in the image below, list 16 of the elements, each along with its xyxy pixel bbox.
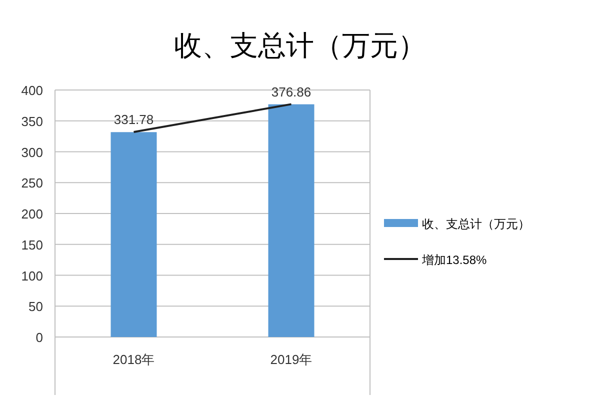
y-tick-label: 400 bbox=[21, 83, 43, 98]
x-tick-label: 2018年 bbox=[112, 352, 155, 367]
y-tick-label: 200 bbox=[21, 206, 43, 222]
y-tick-label: 350 bbox=[21, 114, 43, 129]
y-tick-label: 100 bbox=[21, 268, 43, 284]
legend-label: 收、支总计（万元） bbox=[422, 217, 530, 231]
chart-title: 收、支总计（万元） bbox=[174, 30, 426, 61]
y-tick-label: 0 bbox=[36, 330, 43, 345]
y-tick-label: 250 bbox=[21, 176, 43, 191]
x-tick-label: 2019年 bbox=[270, 352, 312, 367]
data-label: 376.86 bbox=[271, 84, 312, 100]
y-tick-label: 50 bbox=[28, 299, 43, 314]
y-tick-label: 300 bbox=[21, 144, 43, 160]
data-label: 331.78 bbox=[114, 112, 154, 128]
y-tick-label: 150 bbox=[21, 237, 43, 252]
legend-label: 增加13.58% bbox=[421, 253, 488, 267]
